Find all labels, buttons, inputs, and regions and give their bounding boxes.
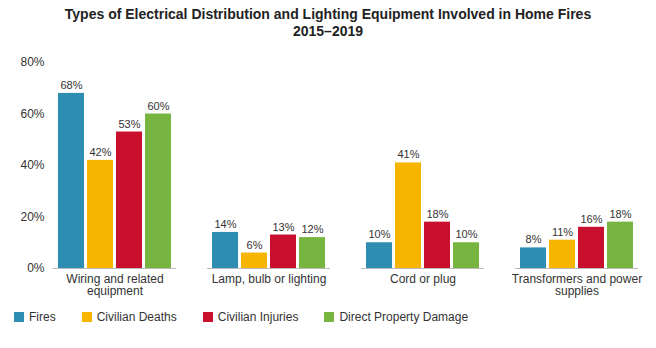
html-text:Direct Property Damage: Direct Property Damage <box>339 310 469 324</box>
svg-text:12%: 12% <box>301 223 323 235</box>
svg-text:14%: 14% <box>214 218 236 230</box>
svg-text:10%: 10% <box>368 228 390 240</box>
svg-text:11%: 11% <box>552 226 573 238</box>
svg-text:16%: 16% <box>580 213 602 225</box>
svg-text:60%: 60% <box>147 100 169 112</box>
html-text:Types of Electrical Distributi: Types of Electrical Distribution and Lig… <box>64 6 592 22</box>
svg-text:13%: 13% <box>272 221 294 233</box>
svg-text:18%: 18% <box>426 208 448 220</box>
svg-text:Lamp, bulb or lighting: Lamp, bulb or lighting <box>212 272 327 286</box>
svg-text:18%: 18% <box>609 208 631 220</box>
html-text:Civilian Injuries: Civilian Injuries <box>217 310 299 324</box>
html-text:Civilian Deaths: Civilian Deaths <box>96 310 177 324</box>
html-text:Fires: Fires <box>29 310 56 324</box>
html-text:2015–2019: 2015–2019 <box>293 23 363 39</box>
svg-text:Wiring and relatedequipment: Wiring and relatedequipment <box>66 272 163 298</box>
svg-text:41%: 41% <box>397 148 419 160</box>
svg-text:80%: 80% <box>20 55 44 69</box>
svg-text:42%: 42% <box>89 146 111 158</box>
svg-text:10%: 10% <box>455 228 477 240</box>
svg-text:53%: 53% <box>118 118 140 130</box>
svg-text:Transformers and powersupplies: Transformers and powersupplies <box>512 272 642 298</box>
svg-text:60%: 60% <box>20 107 44 121</box>
svg-text:Cord or plug: Cord or plug <box>390 272 456 286</box>
svg-text:68%: 68% <box>60 79 82 91</box>
svg-text:0%: 0% <box>27 261 45 275</box>
svg-text:40%: 40% <box>20 158 44 172</box>
svg-text:8%: 8% <box>526 233 542 245</box>
svg-text:20%: 20% <box>20 210 44 224</box>
svg-text:6%: 6% <box>247 239 263 251</box>
